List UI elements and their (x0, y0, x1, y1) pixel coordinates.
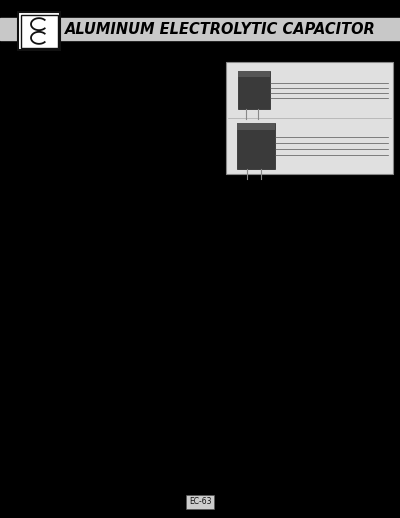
Bar (237, 123, 275, 130)
Bar (238, 71, 270, 77)
Bar (0, 18, 400, 40)
Bar (20, 15, 58, 48)
Bar (226, 62, 393, 174)
Bar (18, 12, 60, 50)
Bar (237, 123, 275, 169)
Text: EC-63: EC-63 (189, 497, 211, 507)
Bar (238, 71, 270, 109)
Text: ALUMINUM ELECTROLYTIC CAPACITOR: ALUMINUM ELECTROLYTIC CAPACITOR (65, 22, 376, 36)
